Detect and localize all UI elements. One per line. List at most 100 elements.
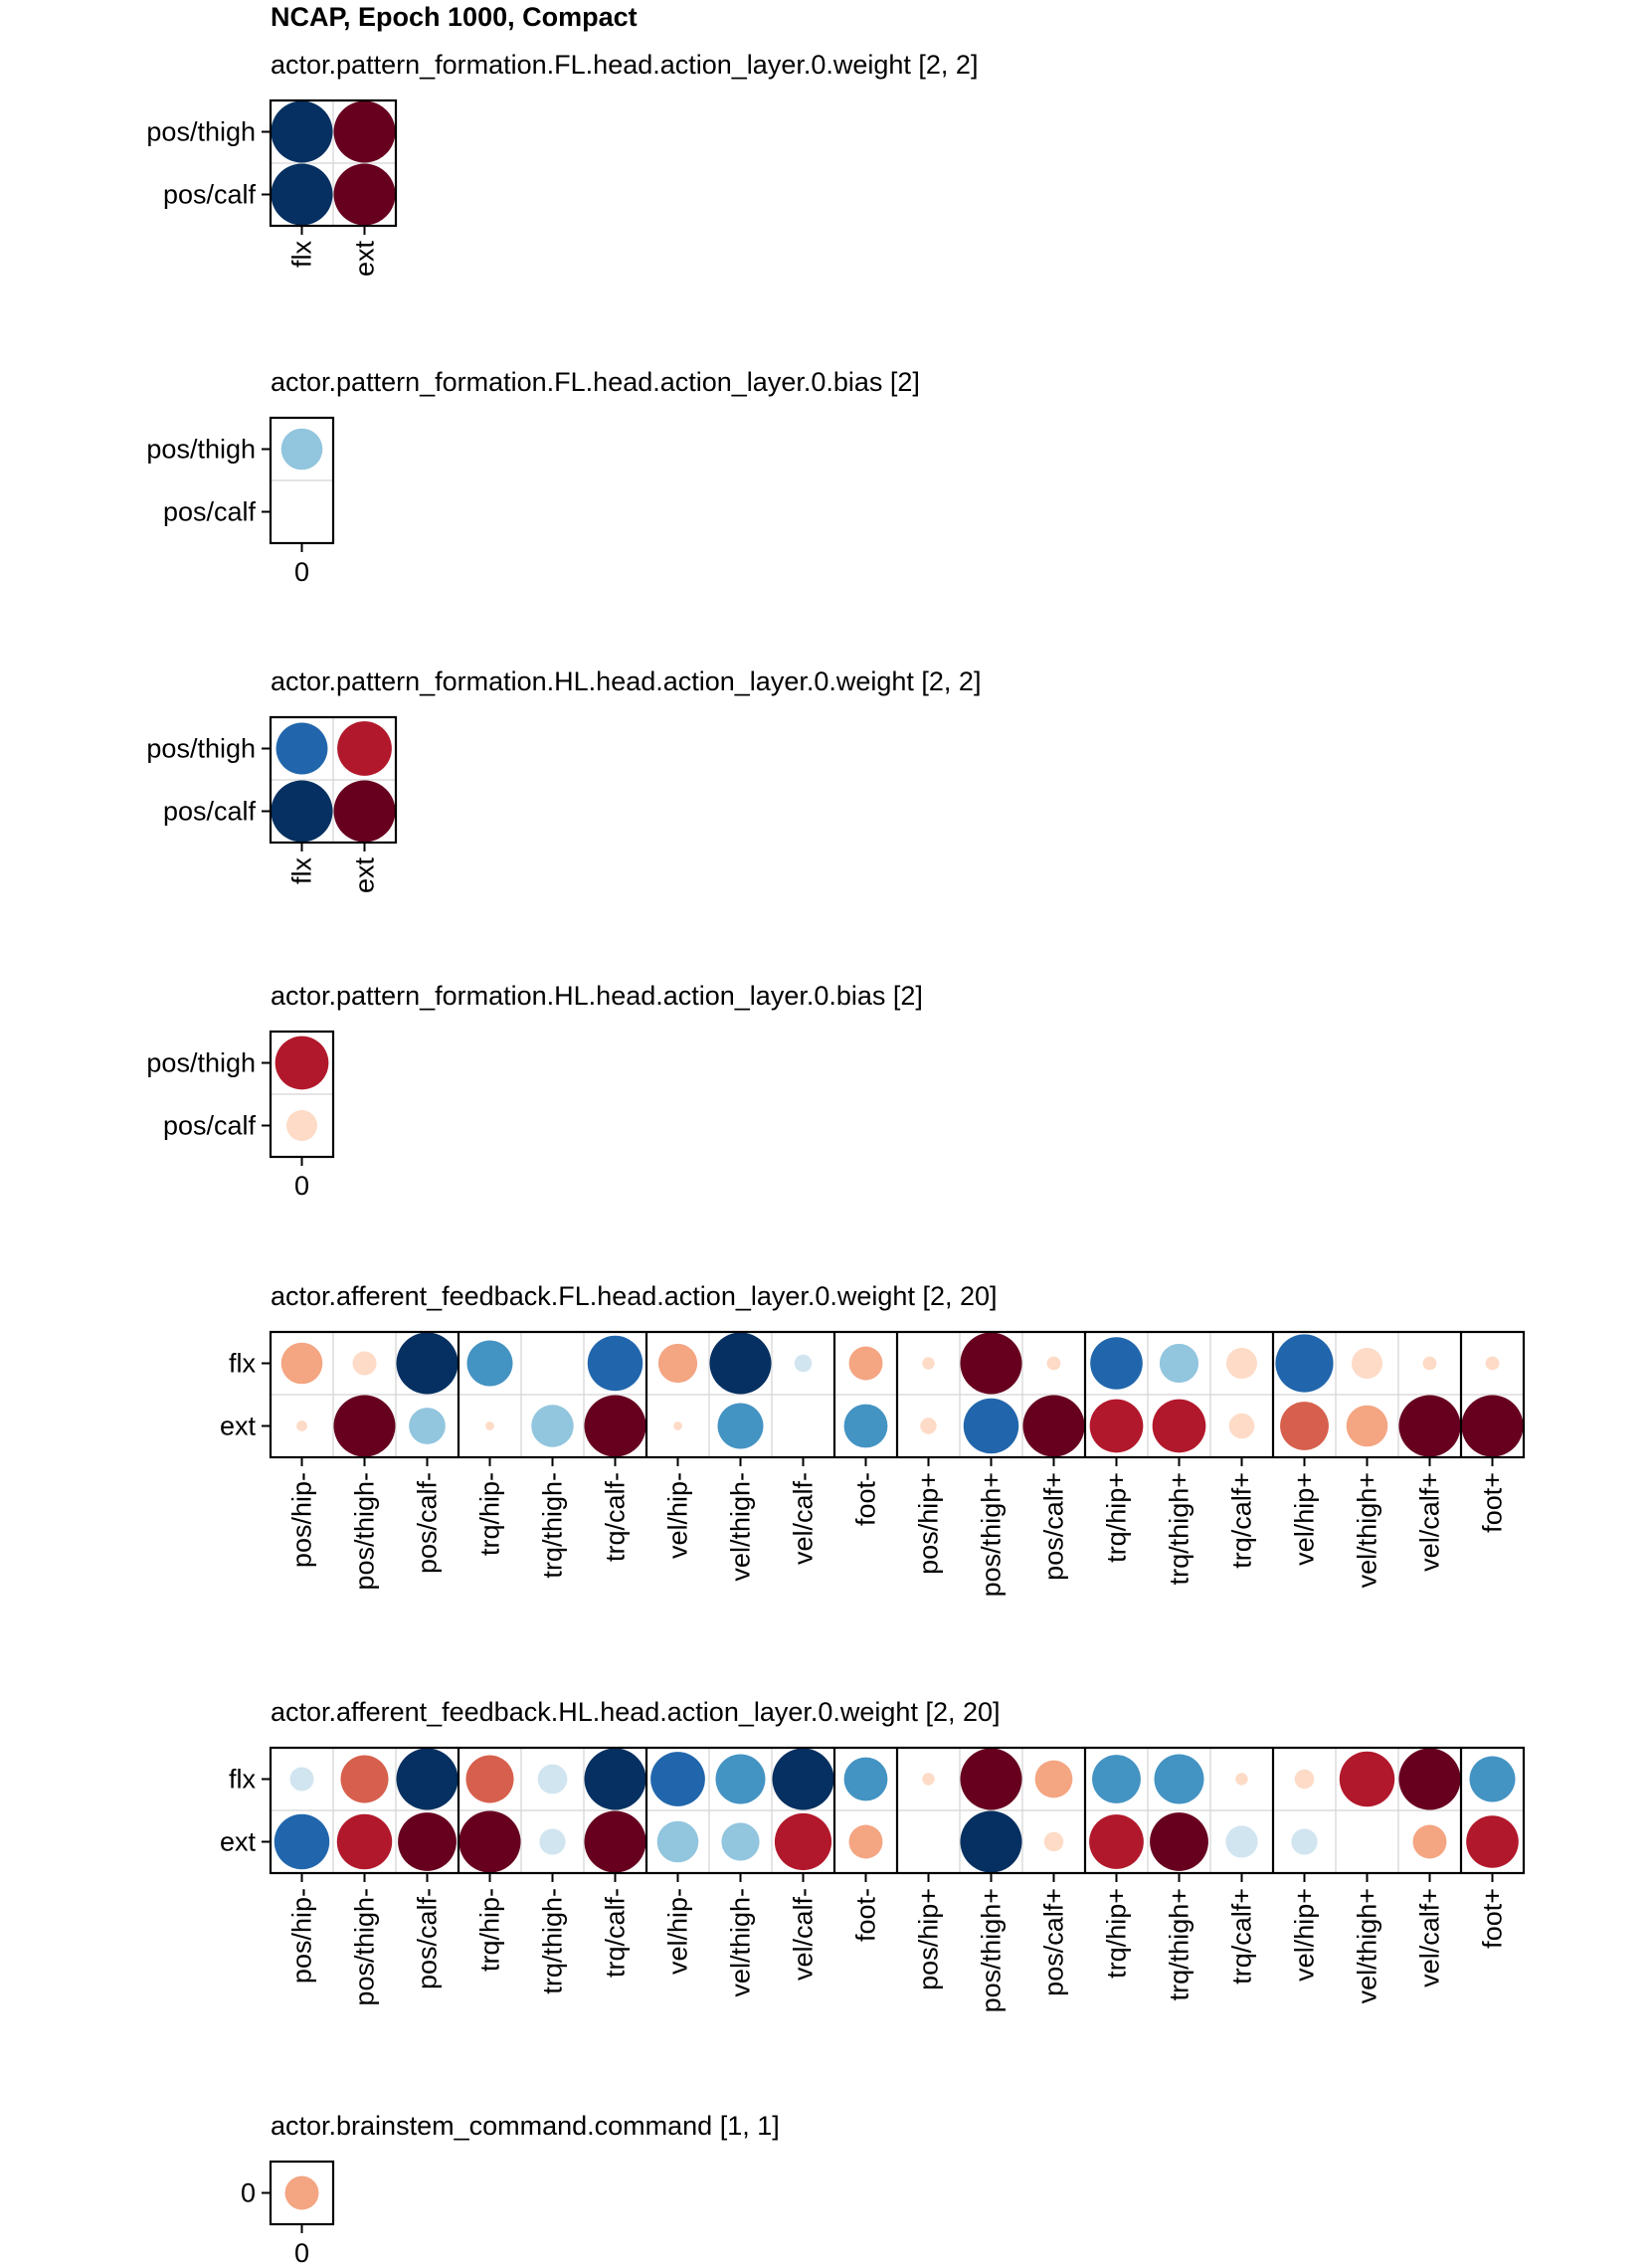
weight-circle [1089,1399,1144,1453]
weight-circle [1152,1399,1206,1453]
row-label: flx [229,1765,257,1795]
weight-circle [1159,1343,1199,1384]
weight-circle [539,1828,566,1855]
weight-circle [537,1764,568,1795]
weight-circle [333,780,396,843]
figure-title: NCAP, Epoch 1000, Compact [271,2,638,32]
col-label: flx [287,241,317,269]
col-label: vel/calf- [789,1888,819,1981]
weight-circle [465,1755,514,1803]
plot-frame [269,98,398,228]
col-label: pos/calf+ [1039,1888,1069,1996]
weight-circle [1466,1815,1519,1868]
grid-lines [271,100,396,226]
plot-frame [269,1330,1526,1459]
row-label: pos/thigh [146,117,256,147]
col-label: trq/thigh+ [1165,1888,1194,2000]
weight-circle [1422,1356,1437,1371]
weight-circle [1089,1814,1144,1869]
weight-circle [1225,1825,1258,1858]
plot-frame [269,715,398,845]
weight-circle [1090,1337,1143,1390]
panel-5: actor.afferent_feedback.HL.head.action_l… [220,1697,1526,2012]
weight-circle [794,1354,813,1373]
col-label: trq/calf- [601,1472,631,1562]
weight-circle [409,1408,446,1444]
weight-circle [284,2175,319,2210]
row-label: pos/thigh [146,734,256,764]
col-label: trq/calf+ [1227,1888,1257,1984]
weight-circle [274,1813,330,1870]
col-label: foot- [851,1888,881,1942]
weight-circle [774,1812,832,1871]
weight-circle [650,1752,705,1806]
weight-circle [352,1351,377,1376]
weight-circle [717,1403,764,1449]
weight-circle [289,1767,314,1792]
weight-circle [1485,1356,1500,1371]
col-label: trq/thigh+ [1165,1472,1194,1585]
weight-circle [275,1036,329,1090]
panel-title: actor.afferent_feedback.HL.head.action_l… [271,1697,1001,1727]
weight-circle [709,1332,772,1395]
weight-circle [336,1813,393,1870]
col-label: 0 [294,557,309,587]
panel-1: actor.pattern_formation.FL.head.action_l… [146,367,920,587]
weight-circle [584,1748,646,1810]
weight-circle [772,1748,834,1810]
weight-circle [1092,1755,1141,1803]
col-label: vel/hip+ [1290,1472,1320,1566]
col-label: trq/hip+ [1102,1472,1132,1563]
weight-circle [922,1357,935,1370]
panel-title: actor.afferent_feedback.FL.head.action_l… [271,1281,998,1311]
col-label: foot+ [1478,1888,1508,1949]
panel-title: actor.pattern_formation.HL.head.action_l… [271,981,923,1011]
panel-2: actor.pattern_formation.HL.head.action_l… [146,666,981,893]
row-label: pos/calf [163,797,257,827]
row-label: pos/calf [163,180,257,210]
panel-title: actor.pattern_formation.HL.head.action_l… [271,666,981,696]
grid-lines [271,717,396,843]
col-label: trq/calf- [601,1888,631,1978]
weight-circle [275,722,328,775]
weight-circle [657,1343,698,1384]
weight-circle [1034,1760,1073,1798]
weight-circle [656,1820,699,1863]
weight-circle [280,1342,323,1385]
weight-circle [1154,1754,1204,1804]
col-label: foot- [851,1472,881,1526]
col-label: vel/calf- [789,1472,819,1565]
col-label: flx [287,857,317,885]
weight-circle [1346,1405,1388,1447]
weight-circle [1043,1831,1064,1852]
weight-circle [1339,1751,1395,1807]
weight-circle [1235,1773,1248,1786]
col-label: ext [350,857,380,894]
weight-circle [1022,1395,1085,1457]
col-label: vel/calf+ [1415,1888,1445,1987]
weight-circle [459,1810,521,1873]
weight-circle [843,1757,888,1801]
row-label: pos/calf [163,1111,257,1141]
weight-circle [466,1340,513,1387]
weight-circle [1046,1356,1061,1371]
weight-circle [584,1395,646,1457]
weight-circle [396,1748,459,1810]
weight-circle [1461,1395,1524,1457]
weight-circle [333,1395,396,1457]
col-label: pos/calf- [413,1888,443,1989]
weight-circle [280,428,323,471]
col-label: trq/hip+ [1102,1888,1132,1979]
weight-circle [848,1346,883,1381]
panel-title: actor.pattern_formation.FL.head.action_l… [271,367,920,397]
panel-0: actor.pattern_formation.FL.head.action_l… [146,50,978,277]
row-label: flx [229,1349,257,1379]
weight-circle [271,100,333,163]
weight-circle [531,1405,574,1447]
col-label: foot+ [1478,1472,1508,1533]
weight-circle [960,1332,1022,1395]
weight-circle [1469,1756,1516,1802]
row-label: 0 [241,2178,256,2208]
col-label: pos/hip+ [914,1472,944,1575]
